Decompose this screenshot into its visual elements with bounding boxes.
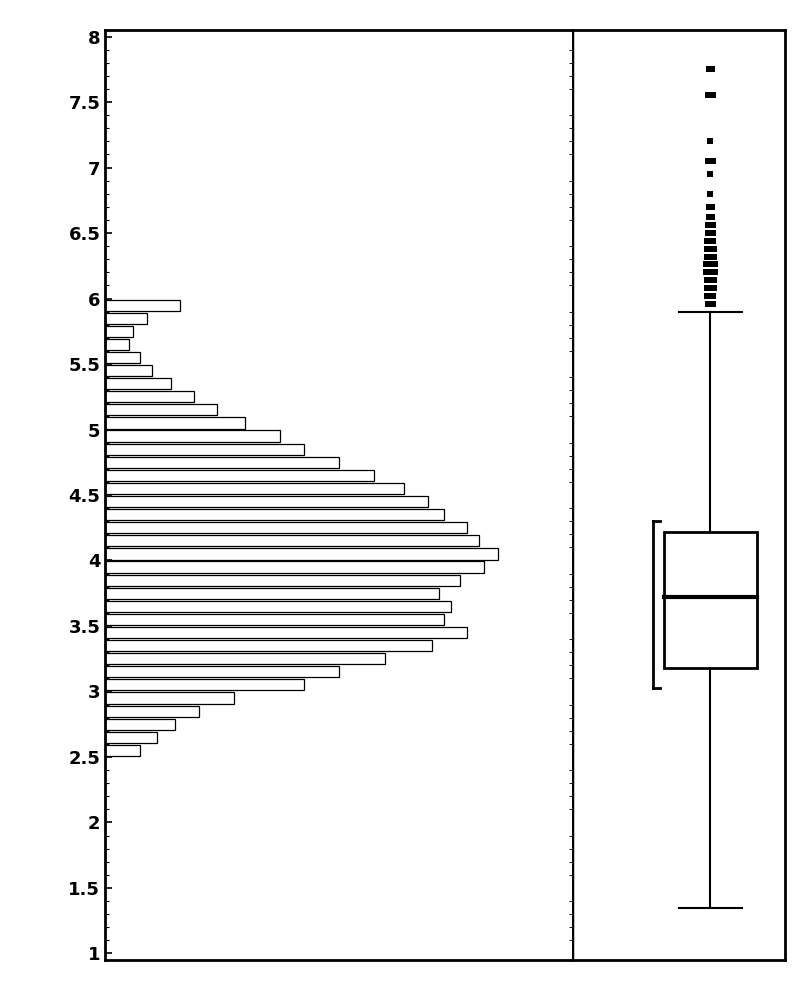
- Bar: [105, 732, 157, 743]
- Bar: [105, 575, 460, 586]
- Bar: [105, 601, 451, 612]
- Bar: [105, 653, 385, 664]
- Bar: [105, 378, 171, 389]
- Bar: [663, 532, 757, 668]
- Bar: [105, 444, 303, 455]
- Bar: [105, 522, 468, 533]
- Bar: [105, 457, 339, 468]
- Bar: [105, 352, 140, 363]
- Bar: [105, 719, 176, 730]
- Bar: [105, 706, 198, 717]
- Bar: [105, 561, 484, 573]
- Bar: [105, 300, 180, 311]
- Bar: [105, 745, 140, 756]
- Bar: [105, 326, 133, 337]
- Bar: [105, 666, 339, 677]
- Bar: [105, 535, 479, 546]
- Bar: [105, 391, 194, 402]
- Bar: [105, 313, 147, 324]
- Bar: [105, 483, 404, 494]
- Bar: [105, 588, 439, 599]
- Bar: [105, 640, 432, 651]
- Bar: [105, 365, 152, 376]
- Bar: [105, 614, 444, 625]
- Bar: [105, 548, 498, 560]
- Bar: [105, 679, 303, 690]
- Bar: [105, 692, 234, 704]
- Bar: [105, 627, 468, 638]
- Bar: [105, 339, 129, 350]
- Bar: [105, 417, 245, 429]
- Bar: [105, 509, 444, 520]
- Bar: [105, 496, 427, 507]
- Bar: [105, 430, 281, 442]
- Bar: [105, 404, 218, 415]
- Bar: [105, 470, 374, 481]
